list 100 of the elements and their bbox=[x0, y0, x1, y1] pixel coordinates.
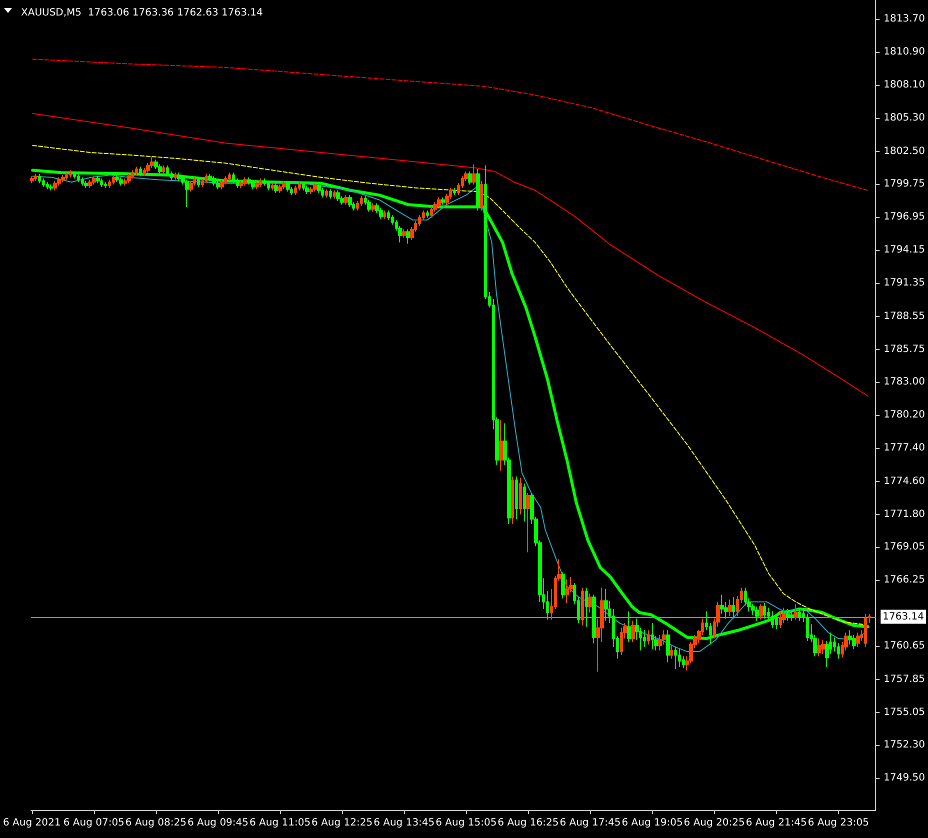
candlestick bbox=[81, 176, 84, 186]
candlestick bbox=[647, 630, 650, 645]
candlestick bbox=[643, 630, 646, 648]
x-tick-label: 6 Aug 07:05 bbox=[63, 818, 124, 828]
candlestick bbox=[592, 594, 596, 644]
candlestick bbox=[367, 199, 371, 212]
candlestick bbox=[402, 228, 406, 238]
candlestick bbox=[174, 172, 177, 180]
candlestick bbox=[526, 492, 530, 553]
candlestick bbox=[313, 182, 317, 192]
candlestick bbox=[197, 176, 200, 188]
candlestick bbox=[309, 186, 313, 194]
candlestick bbox=[336, 190, 340, 202]
candlestick bbox=[57, 176, 61, 186]
candlestick bbox=[868, 614, 871, 624]
candlestick bbox=[108, 179, 111, 189]
candlestick bbox=[480, 180, 483, 211]
candlestick bbox=[856, 632, 860, 648]
y-tick-label: 1791.35 bbox=[884, 278, 926, 289]
line-series bbox=[32, 113, 868, 397]
candlestick bbox=[61, 174, 65, 183]
candlestick bbox=[519, 477, 522, 515]
candlestick bbox=[453, 188, 456, 196]
candlestick bbox=[150, 156, 154, 168]
candlestick bbox=[271, 182, 274, 191]
candlestick bbox=[201, 178, 204, 188]
candlestick bbox=[658, 634, 662, 651]
y-tick-label: 1810.90 bbox=[884, 46, 926, 58]
x-tick-label: 6 Aug 12:25 bbox=[312, 818, 373, 828]
y-tick-label: 1769.05 bbox=[884, 541, 926, 552]
candlestick bbox=[224, 176, 227, 185]
candlestick bbox=[298, 182, 301, 191]
y-tick-label: 1757.85 bbox=[884, 674, 926, 685]
candlestick bbox=[123, 178, 127, 186]
candlestick bbox=[565, 578, 569, 604]
candlestick bbox=[511, 476, 514, 524]
candlestick bbox=[112, 174, 115, 185]
x-tick-label: 6 Aug 11:05 bbox=[249, 818, 311, 828]
candlestick bbox=[763, 602, 766, 619]
candlestick bbox=[321, 188, 324, 198]
x-tick-label: 6 Aug 09:45 bbox=[187, 818, 249, 828]
candlestick bbox=[205, 173, 208, 184]
candlestick bbox=[848, 630, 852, 645]
candlestick bbox=[317, 182, 321, 194]
candlestick bbox=[212, 176, 216, 186]
y-tick-label: 1752.30 bbox=[884, 739, 926, 750]
candlestick bbox=[189, 180, 193, 192]
y-tick-label: 1783.00 bbox=[884, 376, 926, 388]
candlestick bbox=[282, 180, 286, 190]
candlestick bbox=[426, 210, 429, 218]
candlestick bbox=[779, 610, 782, 628]
candlestick bbox=[177, 172, 181, 182]
candlestick bbox=[259, 178, 262, 188]
y-tick-label: 1785.75 bbox=[884, 344, 926, 355]
candlestick bbox=[69, 170, 72, 178]
candlestick bbox=[294, 185, 297, 196]
x-tick-label: 6 Aug 23:05 bbox=[808, 818, 869, 828]
candlestick bbox=[263, 178, 266, 186]
candlestick bbox=[49, 184, 53, 191]
candlestick bbox=[790, 610, 794, 622]
candlestick bbox=[755, 606, 759, 622]
candlestick bbox=[604, 588, 608, 622]
y-tick-label: 1774.60 bbox=[884, 476, 926, 487]
candlestick bbox=[561, 572, 565, 599]
y-tick-label: 1808.10 bbox=[884, 80, 926, 91]
candlestick bbox=[771, 610, 774, 628]
y-tick-label: 1777.40 bbox=[884, 442, 926, 454]
candlestick bbox=[468, 170, 472, 185]
candlestick bbox=[499, 419, 503, 472]
candlestick bbox=[216, 180, 220, 190]
candlestick bbox=[864, 613, 867, 648]
candlestick bbox=[228, 172, 231, 182]
x-tick-label: 6 Aug 21:45 bbox=[746, 818, 807, 828]
candlestick bbox=[728, 599, 732, 617]
candlestick bbox=[232, 172, 235, 184]
y-tick-label: 1780.20 bbox=[884, 410, 926, 421]
candlestick bbox=[267, 180, 270, 191]
candlestick bbox=[674, 646, 677, 670]
candlestick bbox=[670, 644, 673, 660]
y-tick-label: 1755.05 bbox=[884, 706, 926, 718]
candlestick bbox=[821, 639, 825, 654]
candlestick bbox=[162, 165, 165, 174]
candlestick bbox=[278, 184, 282, 194]
candlestick bbox=[371, 202, 375, 212]
candlestick bbox=[119, 176, 123, 186]
candlestick bbox=[243, 176, 247, 186]
text: XAUUSD,M5 1763.06 1763.36 1762.63 1763.14 bbox=[21, 8, 263, 18]
candlestick bbox=[430, 206, 433, 218]
y-tick-label: 1766.25 bbox=[884, 574, 926, 586]
candlestick bbox=[88, 179, 92, 189]
y-tick-label: 1749.50 bbox=[884, 772, 926, 784]
candlestick bbox=[65, 172, 68, 180]
candlestick bbox=[333, 190, 336, 200]
candlestick bbox=[798, 607, 801, 622]
candlestick bbox=[348, 194, 352, 208]
candlestick bbox=[631, 620, 635, 643]
candlestick bbox=[274, 182, 278, 194]
candlestick bbox=[806, 613, 809, 642]
candlestick bbox=[185, 179, 189, 208]
y-tick-label: 1799.75 bbox=[884, 178, 926, 190]
